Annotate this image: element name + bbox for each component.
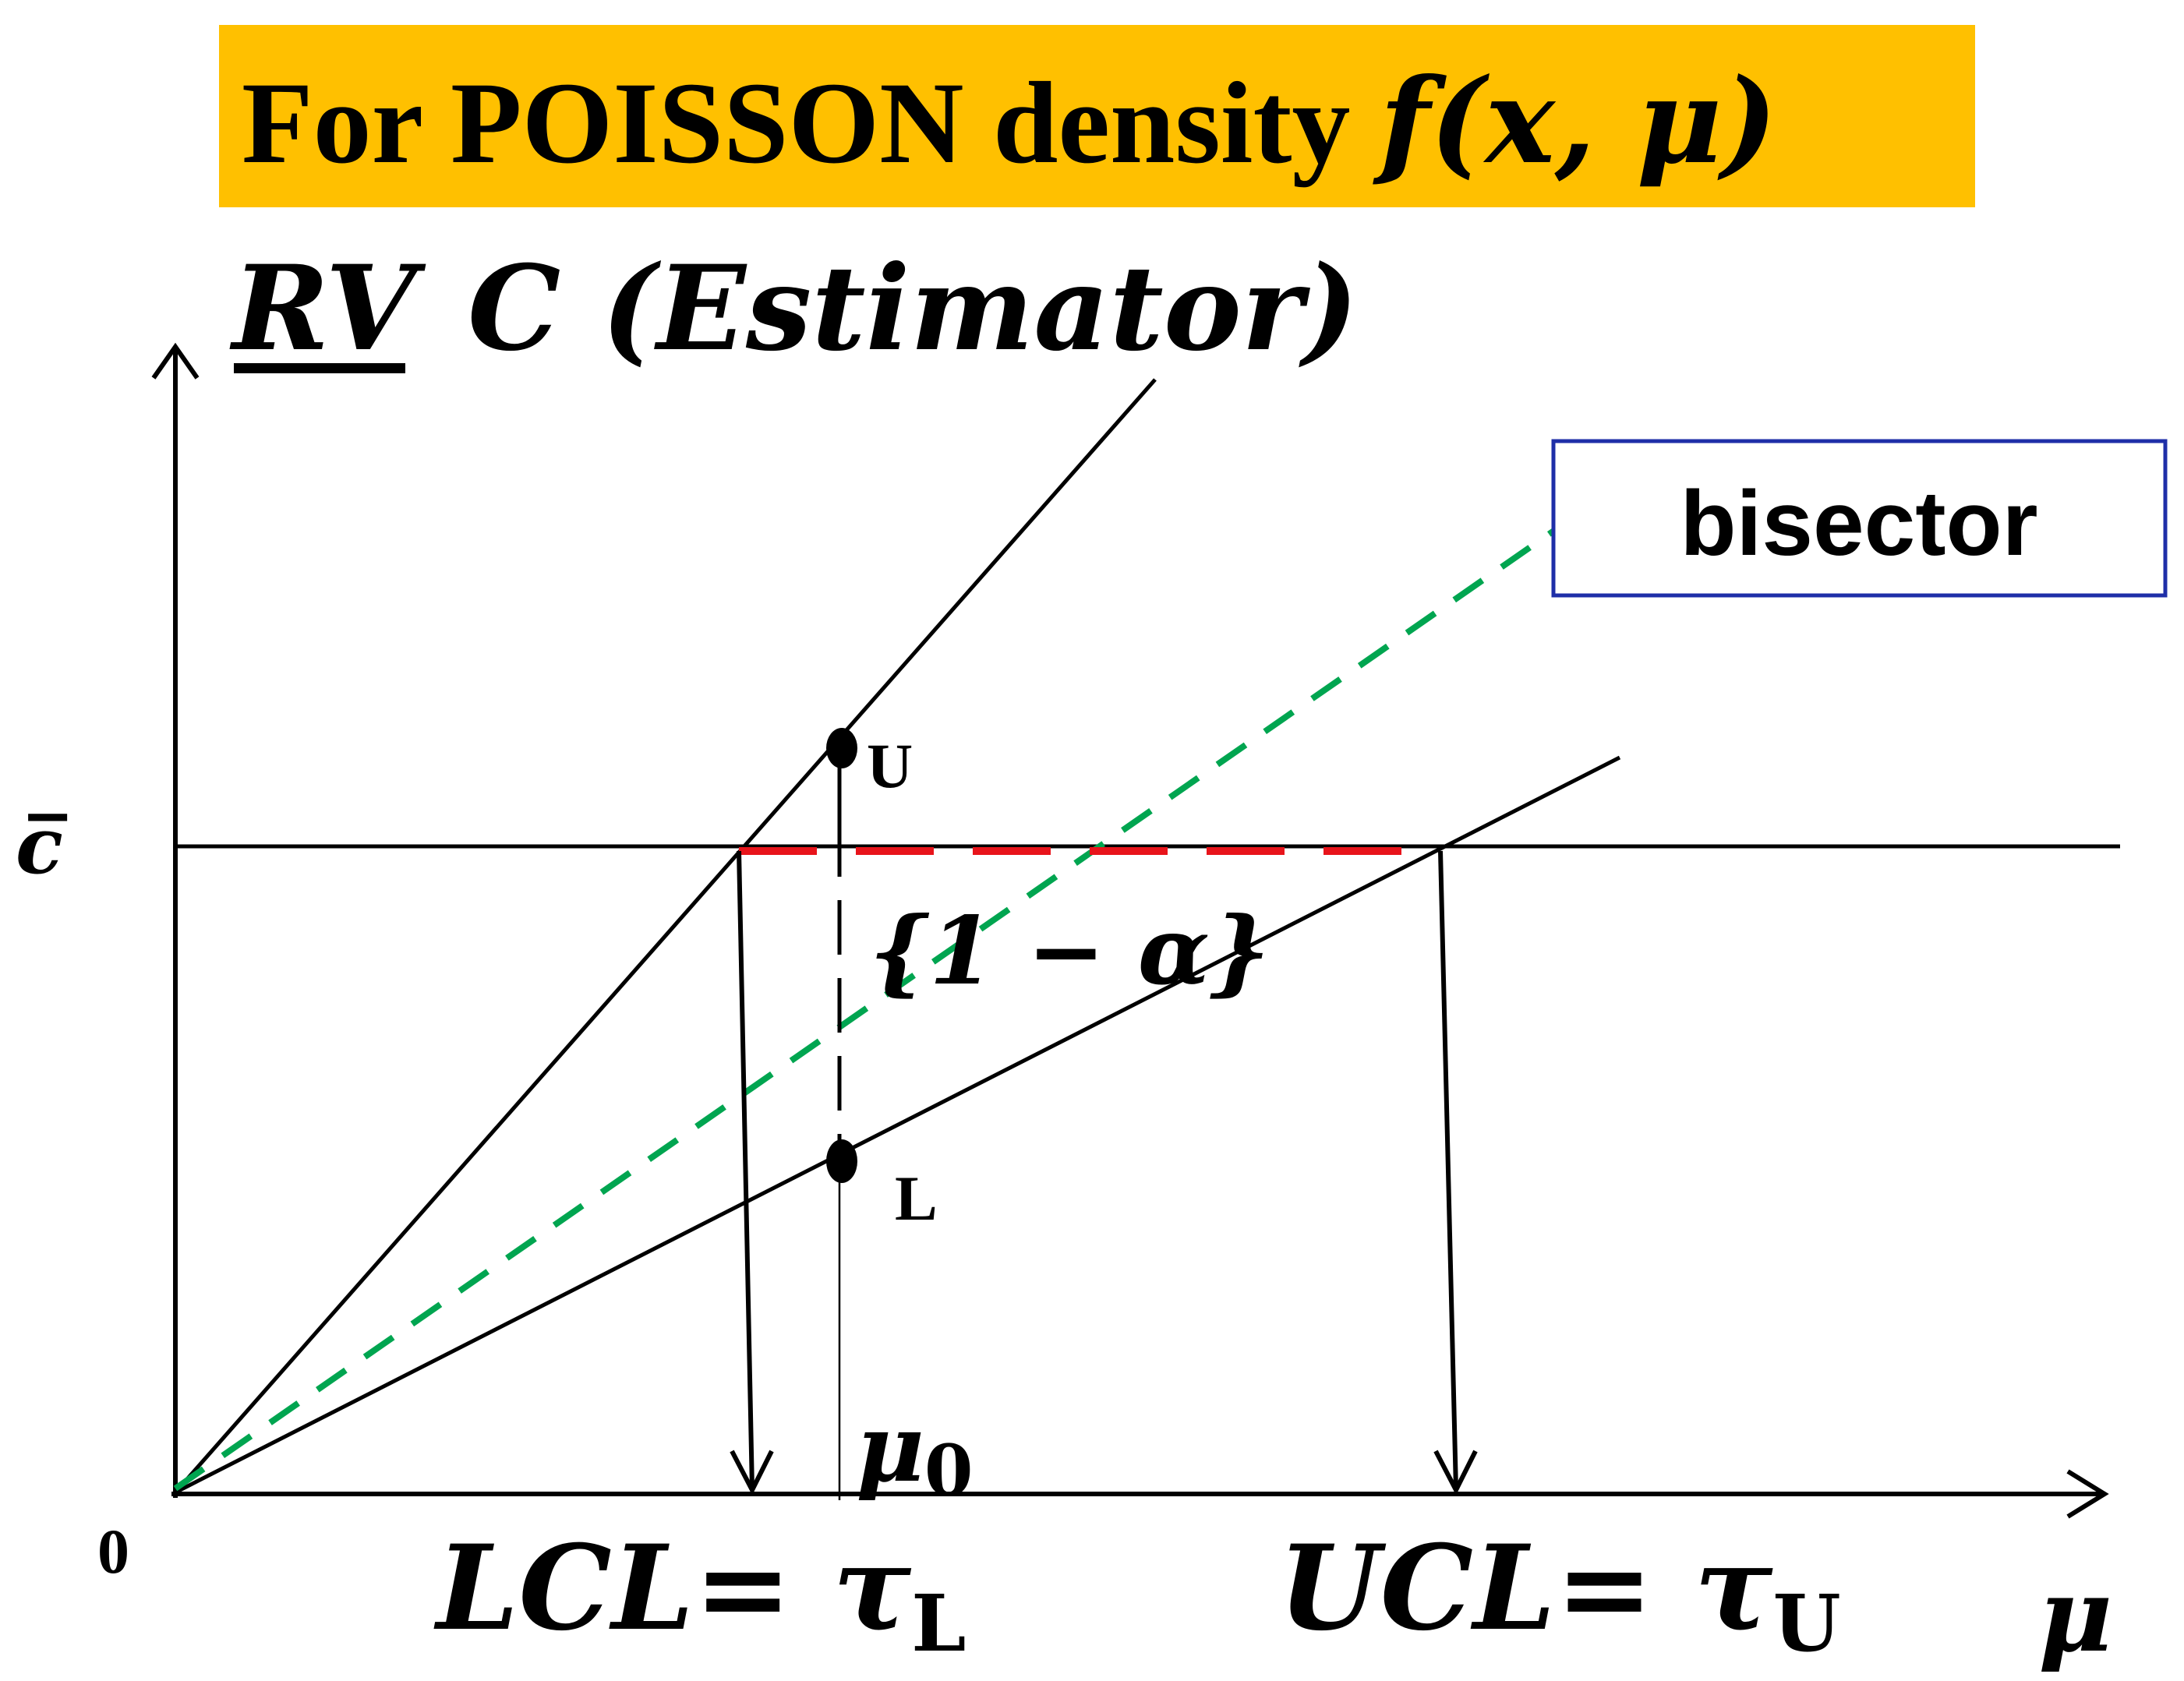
point-u-label: U bbox=[867, 730, 913, 801]
y-axis-arrowhead bbox=[151, 342, 200, 380]
y-axis-title: RV C (Estimator) bbox=[229, 240, 1359, 377]
lcl-arrowhead bbox=[730, 1450, 774, 1496]
cbar-label: c̅ bbox=[16, 800, 67, 892]
bisector-legend: bisector bbox=[1551, 439, 2168, 598]
lower-belt-line bbox=[174, 755, 1621, 1495]
lcl-arrow-shaft bbox=[737, 850, 755, 1491]
ucl-arrowhead bbox=[1433, 1450, 1478, 1496]
svg-text:RV: RV bbox=[229, 240, 426, 377]
y-axis-title-rest: C (Estimator) bbox=[468, 240, 1359, 377]
ucl-arrow-shaft bbox=[1438, 850, 1458, 1491]
mu0-base: μ bbox=[856, 1393, 924, 1503]
title-prefix: For POISSON density bbox=[242, 58, 1380, 188]
ucl-sub: U bbox=[1773, 1577, 1841, 1669]
confidence-label: {1 − α} bbox=[869, 896, 1270, 1006]
lcl-base: LCL= τ bbox=[433, 1520, 911, 1657]
upper-belt-line bbox=[174, 378, 1157, 1494]
ucl-label: UCL= τU bbox=[1278, 1520, 1841, 1669]
bisector-legend-label: bisector bbox=[1680, 472, 2037, 575]
x-axis-arrowhead bbox=[2066, 1469, 2109, 1519]
mu0-label: μ0 bbox=[856, 1393, 973, 1512]
title-args: (x, μ) bbox=[1429, 53, 1777, 190]
ucl-base: UCL= τ bbox=[1278, 1520, 1773, 1657]
origin-label: 0 bbox=[97, 1516, 129, 1587]
x-axis-label: μ bbox=[2038, 1556, 2112, 1675]
title-banner: For POISSON density f(x, μ) bbox=[219, 25, 1975, 207]
title-background bbox=[219, 25, 1975, 207]
page-title: For POISSON density f(x, μ) bbox=[242, 53, 1777, 190]
lcl-sub: L bbox=[911, 1577, 966, 1669]
y-axis-title-rv: RV bbox=[229, 240, 426, 377]
point-u bbox=[826, 728, 857, 768]
mu0-sub: 0 bbox=[924, 1429, 974, 1512]
lcl-label: LCL= τL bbox=[433, 1520, 966, 1669]
point-l-label: L bbox=[895, 1163, 938, 1234]
point-l bbox=[826, 1139, 857, 1183]
rv-underline bbox=[234, 363, 405, 373]
bisector-legend-box bbox=[1551, 439, 2168, 598]
bisector-line bbox=[173, 527, 1557, 1492]
